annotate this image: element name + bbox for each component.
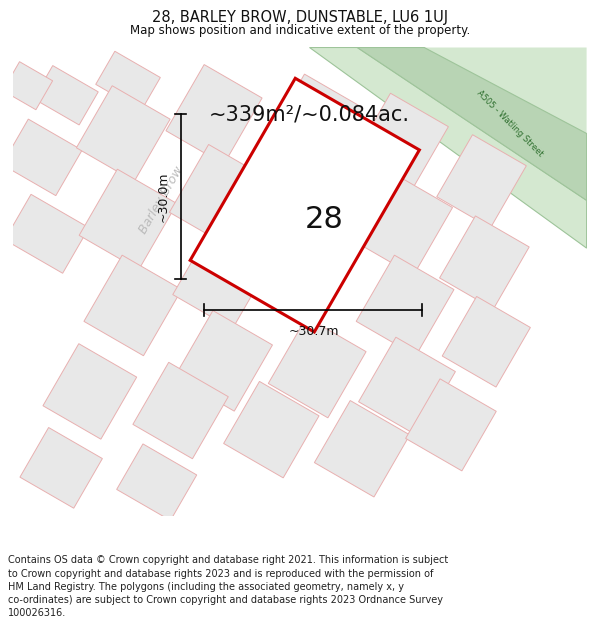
Text: 28: 28 [304,205,343,234]
Text: ~339m²/~0.084ac.: ~339m²/~0.084ac. [209,104,410,124]
Polygon shape [133,362,228,459]
Polygon shape [43,344,137,439]
Polygon shape [190,78,419,332]
Polygon shape [352,93,448,193]
Polygon shape [2,119,82,196]
Polygon shape [442,296,530,387]
Text: 28, BARLEY BROW, DUNSTABLE, LU6 1UJ: 28, BARLEY BROW, DUNSTABLE, LU6 1UJ [152,11,448,26]
Polygon shape [166,64,262,164]
Polygon shape [268,318,366,418]
Polygon shape [359,338,455,436]
Polygon shape [406,379,496,471]
Polygon shape [84,255,182,356]
Text: Barley Brow: Barley Brow [137,164,186,236]
Text: Contains OS data © Crown copyright and database right 2021. This information is : Contains OS data © Crown copyright and d… [8,556,448,618]
Polygon shape [96,51,160,111]
Polygon shape [76,86,170,181]
Text: A505 - Watling Street: A505 - Watling Street [475,89,545,159]
Polygon shape [116,444,197,521]
Polygon shape [3,62,53,110]
Polygon shape [175,311,272,411]
Polygon shape [356,255,454,356]
Polygon shape [79,169,177,270]
Polygon shape [173,228,271,329]
Polygon shape [266,74,362,174]
Polygon shape [310,48,587,248]
Polygon shape [20,428,103,508]
Text: ~30.7m: ~30.7m [288,325,338,338]
Polygon shape [354,173,452,276]
Polygon shape [440,216,529,309]
Text: ~30.0m: ~30.0m [157,171,170,222]
Polygon shape [224,381,319,478]
Polygon shape [5,194,89,273]
Text: Map shows position and indicative extent of the property.: Map shows position and indicative extent… [130,24,470,37]
Polygon shape [34,66,98,125]
Polygon shape [358,48,587,201]
Polygon shape [169,144,268,247]
Polygon shape [314,401,410,497]
Polygon shape [310,48,587,248]
Polygon shape [437,135,526,228]
